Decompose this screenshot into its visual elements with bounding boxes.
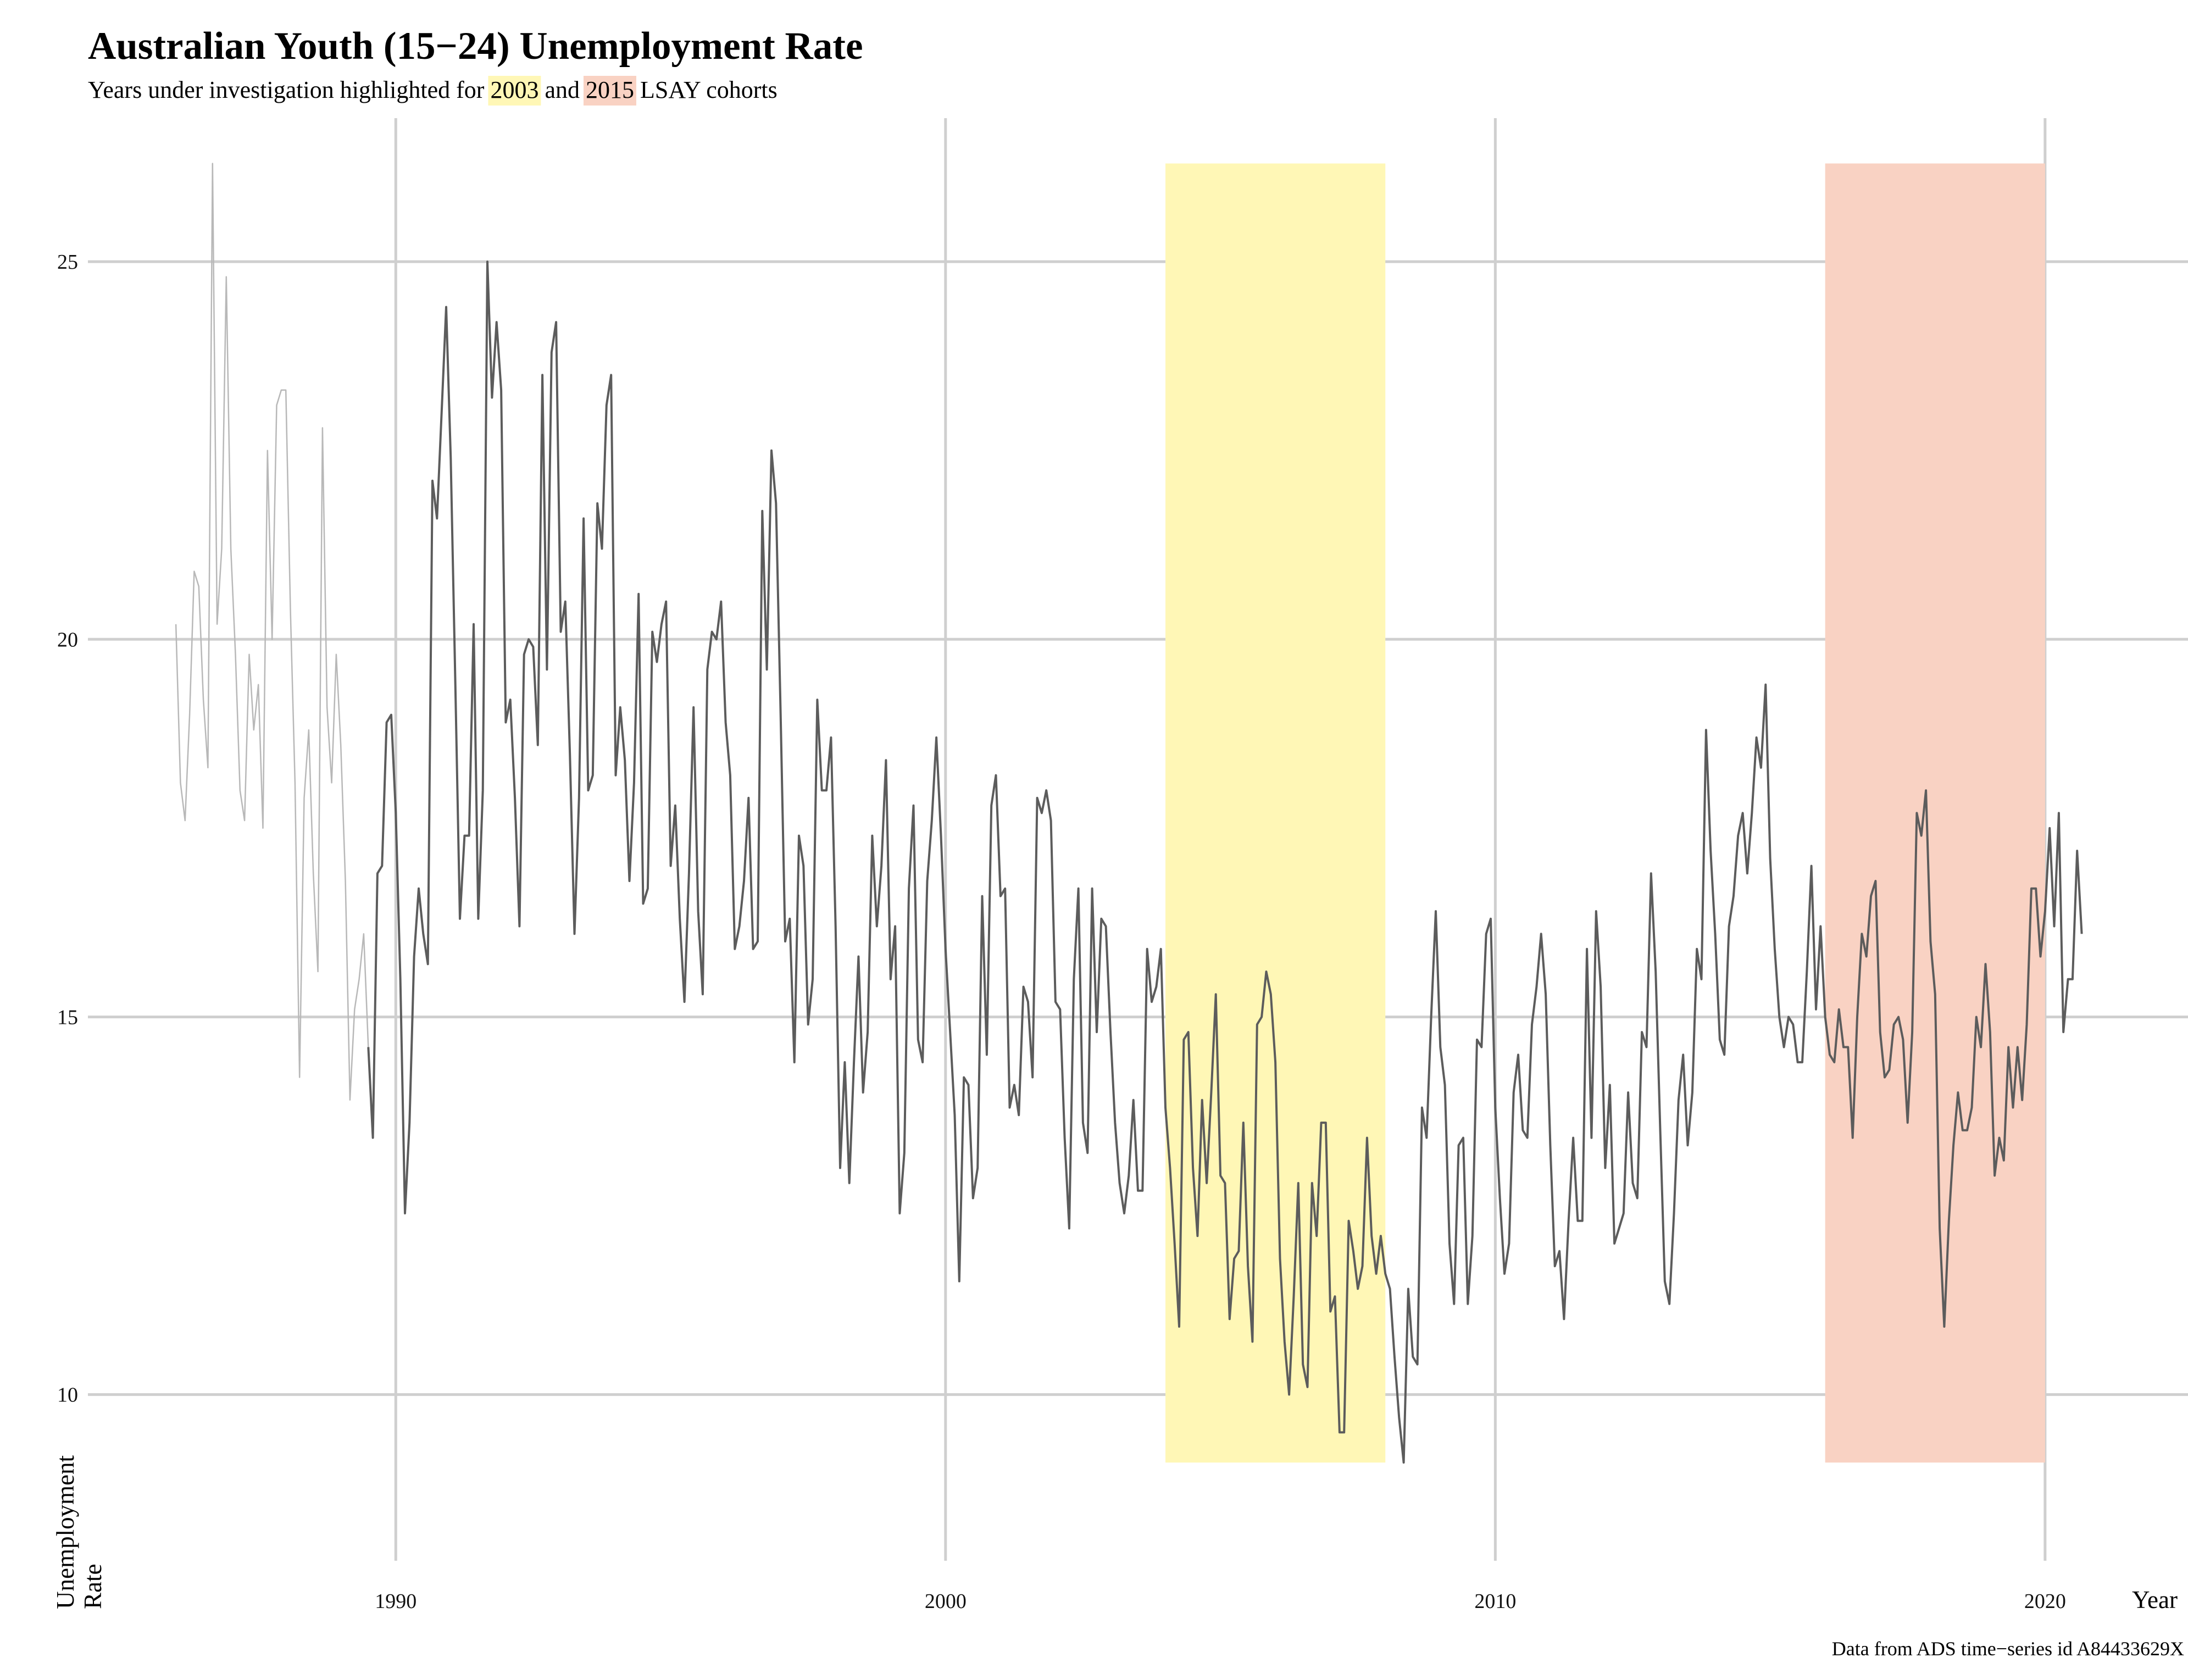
- y-axis-label: UnemploymentRate: [52, 1455, 107, 1609]
- x-tick-label-2010: 2010: [1474, 1590, 1516, 1613]
- x-axis-label: Year: [2132, 1586, 2178, 1614]
- y-tick-label-10: 10: [57, 1384, 78, 1407]
- series-line: [367, 260, 2083, 1464]
- subtitle-suffix: LSAY cohorts: [634, 76, 778, 103]
- series-line-faded: [175, 163, 374, 1138]
- x-tick-label-1990: 1990: [375, 1590, 417, 1613]
- subtitle-prefix: Years under investigation highlighted fo…: [88, 76, 490, 103]
- series-lines: [175, 163, 2083, 1464]
- caption: Data from ADS time−series id A84433629X: [1832, 1638, 2184, 1660]
- x-tick-label-2020: 2020: [2024, 1590, 2066, 1613]
- x-tick-label-2000: 2000: [925, 1590, 967, 1613]
- subtitle-cohort-2003: 2003: [490, 76, 538, 103]
- y-tick-label-20: 20: [57, 628, 78, 651]
- y-axis-label-line1: Unemployment: [52, 1455, 79, 1609]
- highlight-band-2015: [1825, 163, 2045, 1463]
- y-tick-label-15: 15: [57, 1006, 78, 1029]
- subtitle-highlight-2003: [488, 76, 541, 106]
- subtitle-highlight-2015: [583, 76, 636, 106]
- highlight-band-2003: [1165, 163, 1386, 1463]
- tick-labels: 10 15 20 25 1990 2000 2010 2020: [57, 251, 2066, 1613]
- y-axis-label-line2: Rate: [79, 1564, 107, 1609]
- chart-title: Australian Youth (15−24) Unemployment Ra…: [88, 25, 863, 68]
- subtitle-middle: and: [538, 76, 586, 103]
- chart-subtitle: Years under investigation highlighted fo…: [88, 76, 778, 103]
- y-tick-label-25: 25: [57, 251, 78, 274]
- subtitle-cohort-2015: 2015: [586, 76, 634, 103]
